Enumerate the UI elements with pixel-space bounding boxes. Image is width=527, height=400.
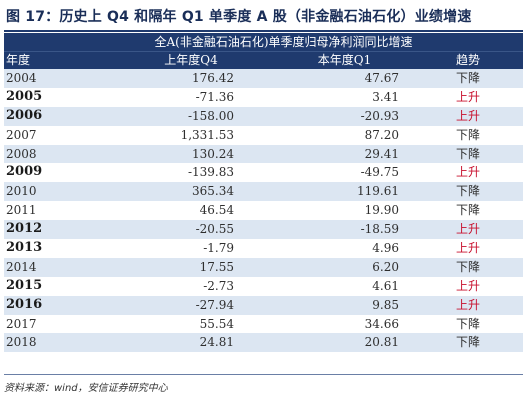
prev-q4-cell: 176.42 [192, 71, 234, 85]
column-header-curr-q1: 本年度Q1 [317, 53, 372, 67]
year-cell: 2008 [6, 146, 37, 161]
trend-cell: 上升 [455, 222, 480, 237]
year-cell: 2014 [6, 259, 37, 274]
trend-cell: 上升 [455, 165, 480, 180]
trend-cell: 上升 [455, 108, 480, 123]
curr-q1-cell: 29.41 [364, 146, 399, 161]
curr-q1-cell: 9.85 [372, 297, 399, 312]
table-row: 2017 55.54 34.66 下降 [4, 314, 523, 334]
table-row: 2007 1,331.53 87.20 下降 [4, 125, 523, 145]
column-header-prev-q4: 上年度Q4 [164, 53, 218, 67]
trend-cell: 下降 [455, 259, 480, 274]
curr-q1-cell: 6.20 [372, 259, 399, 274]
curr-q1-cell: 20.81 [364, 335, 399, 350]
year-cell: 2004 [6, 71, 37, 85]
trend-cell: 下降 [455, 184, 480, 199]
year-cell: 2012 [6, 221, 43, 237]
prev-q4-cell: 1,331.53 [180, 127, 234, 142]
column-header-trend: 趋势 [455, 53, 480, 67]
title-rule [4, 30, 523, 32]
table-row: 2016 -27.94 9.85 上升 [4, 295, 523, 315]
trend-cell: 上升 [455, 278, 480, 293]
table-row: 2011 46.54 19.90 下降 [4, 201, 523, 221]
prev-q4-cell: -20.55 [195, 222, 234, 237]
table-row: 2015 -2.73 4.61 上升 [4, 276, 523, 296]
year-cell: 2010 [6, 184, 37, 199]
prev-q4-cell: 24.81 [199, 335, 234, 350]
table-row: 2018 24.81 20.81 下降 [4, 333, 523, 353]
curr-q1-cell: 87.20 [364, 127, 399, 142]
curr-q1-cell: 3.41 [372, 89, 399, 104]
curr-q1-cell: 19.90 [364, 203, 399, 218]
prev-q4-cell: -139.83 [187, 165, 234, 180]
trend-cell: 上升 [455, 297, 480, 312]
prev-q4-cell: -2.73 [203, 278, 234, 293]
table-row: 2004 176.42 47.67 下降 [4, 69, 523, 88]
table-row: 2008 130.24 29.41 下降 [4, 144, 523, 164]
prev-q4-cell: 130.24 [192, 146, 234, 161]
trend-cell: 下降 [455, 146, 480, 161]
trend-cell: 上升 [455, 89, 480, 104]
curr-q1-cell: 4.96 [372, 241, 399, 256]
table-row: 2014 17.55 6.20 下降 [4, 257, 523, 277]
year-cell: 2013 [6, 240, 43, 256]
bottom-rule [4, 374, 523, 375]
table-body: 2004 176.42 47.67 下降 2005 -71.36 3.41 上升 2006 -15… [4, 69, 523, 353]
table-row: 2012 -20.55 -18.59 上升 [4, 220, 523, 240]
trend-cell: 下降 [455, 335, 480, 350]
table-row: 2006 -158.00 -20.93 上升 [4, 106, 523, 126]
year-cell: 2015 [6, 277, 43, 293]
table-row: 2009 -139.83 -49.75 上升 [4, 163, 523, 183]
year-cell: 2011 [6, 203, 37, 218]
trend-cell: 下降 [455, 316, 480, 331]
year-cell: 2007 [6, 127, 37, 142]
prev-q4-cell: 46.54 [199, 203, 234, 218]
column-header-year: 年度 [6, 53, 31, 67]
earnings-growth-table: 全A(非金融石油石化)单季度归母净利润同比增速 年度 上年度Q4 本年度Q1 趋… [4, 33, 523, 353]
curr-q1-cell: 47.67 [364, 71, 399, 85]
trend-cell: 下降 [455, 127, 480, 142]
table-header-row: 年度 上年度Q4 本年度Q1 趋势 [4, 51, 523, 69]
table-row: 2010 365.34 119.61 下降 [4, 182, 523, 202]
prev-q4-cell: 17.55 [199, 259, 234, 274]
prev-q4-cell: -1.79 [203, 241, 234, 256]
year-cell: 2018 [6, 335, 37, 350]
year-cell: 2005 [6, 88, 43, 104]
prev-q4-cell: -158.00 [187, 108, 234, 123]
prev-q4-cell: -71.36 [195, 89, 234, 104]
table-row: 2013 -1.79 4.96 上升 [4, 239, 523, 258]
year-cell: 2017 [6, 316, 37, 331]
trend-cell: 上升 [455, 241, 480, 256]
curr-q1-cell: 4.61 [372, 278, 399, 293]
prev-q4-cell: 365.34 [192, 184, 234, 199]
year-cell: 2016 [6, 296, 43, 312]
curr-q1-cell: -20.93 [360, 108, 399, 123]
source-note: 资料来源：wind，安信证券研究中心 [4, 383, 168, 394]
table-super-header: 全A(非金融石油石化)单季度归母净利润同比增速 [4, 33, 523, 51]
curr-q1-cell: 119.61 [357, 184, 399, 199]
table-row: 2005 -71.36 3.41 上升 [4, 87, 523, 107]
curr-q1-cell: -49.75 [360, 165, 399, 180]
year-cell: 2009 [6, 164, 43, 180]
prev-q4-cell: -27.94 [195, 297, 234, 312]
figure-title: 图 17：历史上 Q4 和隔年 Q1 单季度 A 股（非金融石油石化）业绩增速 [6, 9, 472, 25]
year-cell: 2006 [6, 107, 43, 123]
prev-q4-cell: 55.54 [199, 316, 234, 331]
trend-cell: 下降 [455, 71, 480, 85]
trend-cell: 下降 [455, 203, 480, 218]
curr-q1-cell: -18.59 [360, 222, 399, 237]
curr-q1-cell: 34.66 [364, 316, 399, 331]
